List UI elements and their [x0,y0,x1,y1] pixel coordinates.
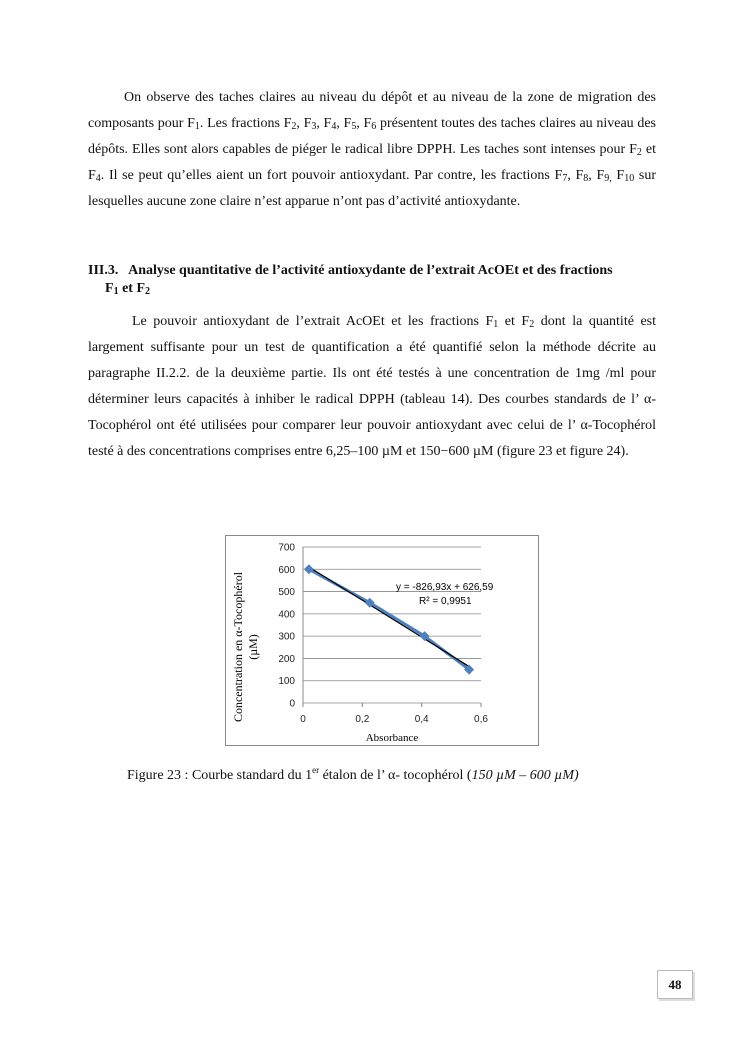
data-point [464,664,475,675]
figure-caption: Figure 23 : Courbe standard du 1er étalo… [127,765,579,784]
section-title: Analyse quantitative de l’activité antio… [128,263,613,278]
r-squared-label: R² = 0,9951 [419,596,472,607]
standard-curve-chart: 0 100 200 300 400 500 600 700 0 0,2 0,4 0,6 Concent… [225,535,539,746]
subscript: 5 [351,121,357,132]
subscript: 2 [529,319,535,330]
text-run: . Il se peut qu’elles aient un fort pouv… [100,168,563,183]
x-tick-label: 0,2 [355,714,369,725]
subscript: 2 [145,286,150,297]
subscript: 4 [331,121,337,132]
chart-frame [225,535,539,746]
caption-range: 150 µM – 600 µM) [471,768,579,783]
text-run: On observe des taches claires au niveau … [88,90,656,131]
caption-text: Figure 23 : Courbe standard du 1 [127,768,313,783]
subscript: 7 [562,173,568,184]
subscript: 1 [113,286,119,297]
data-point [303,564,314,575]
text-run: F [611,168,625,183]
text-run: sur lesquelles aucune zone claire n’est … [88,168,656,209]
text-run: présentent toutes des taches claires au … [88,116,656,157]
page-number: 48 [657,970,693,999]
equation-label: y = -826,93x + 626,59 [396,582,494,593]
subscript: 2 [636,147,642,158]
subscript: 6 [371,121,377,132]
subscript: 1 [194,121,200,132]
paragraph-quantitative: Le pouvoir antioxydant de l’extrait AcOE… [88,309,656,465]
x-axis-label: Absorbance [366,732,419,744]
text-run: , F [336,116,352,131]
y-axis-label-1: Concentration en α-Tocophérol [231,571,245,722]
y-axis-label-2: (µM) [246,634,260,660]
text-run: , F [316,116,332,131]
y-tick-label: 400 [278,609,295,620]
subscript: 2 [291,121,297,132]
y-tick-label: 200 [278,654,295,665]
text-run: dont la quantité est largement suffisant… [88,314,657,459]
data-point [419,631,430,642]
data-point [364,597,375,608]
section-title-line2: F1 et F2 [88,280,656,298]
y-tick-label: 0 [289,699,295,710]
subscript: 3 [311,121,317,132]
subscript: 8 [583,173,589,184]
paragraph-observation: On observe des taches claires au niveau … [88,85,656,215]
x-tick-label: 0,4 [415,714,429,725]
text-run: Le pouvoir antioxydant de l’extrait AcOE… [132,314,494,329]
section-heading: III.3. Analyse quantitative de l’activit… [88,262,656,298]
text-run: , F [356,116,372,131]
text-run: et F [118,281,145,296]
subscript: 9, [604,173,612,184]
text-run: , F [588,168,605,183]
x-tick-label: 0 [300,714,306,725]
y-tick-label: 700 [278,543,295,554]
text-run: . Les fractions F [199,116,292,131]
caption-text-2: étalon de l’ α- tocophérol ( [319,768,472,783]
text-run: F [105,281,114,296]
text-run: , F [296,116,312,131]
x-tick-label: 0,6 [474,714,488,725]
subscript: 10 [624,173,635,184]
y-tick-label: 300 [278,632,295,643]
text-run: et F [88,142,657,183]
subscript: 4 [95,173,101,184]
y-tick-label: 100 [278,676,295,687]
y-tick-label: 600 [278,565,295,576]
text-run: , F [567,168,584,183]
caption-superscript: er [312,765,320,775]
section-number: III.3. [88,263,119,278]
trendline [308,566,470,668]
y-tick-label: 500 [278,587,295,598]
text-run: et F [498,314,530,329]
subscript: 1 [493,319,499,330]
